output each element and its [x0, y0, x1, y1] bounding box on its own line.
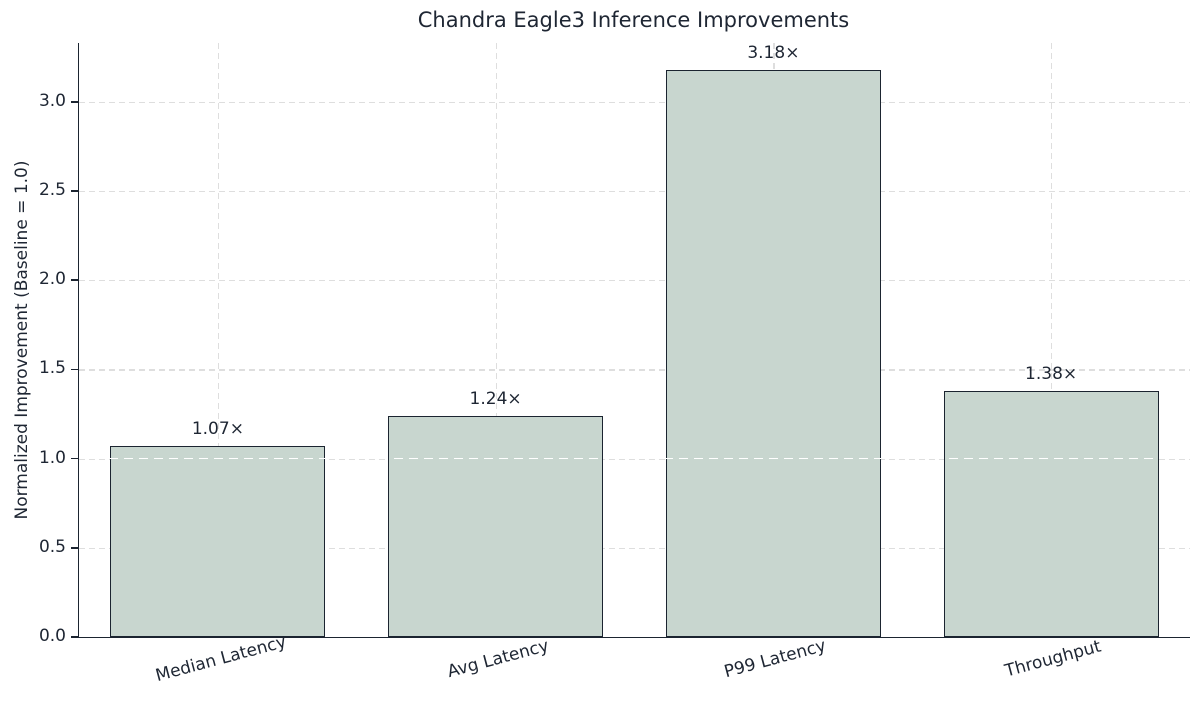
y-tick-label: 2.0: [38, 269, 66, 290]
x-tick-label: Avg Latency: [444, 635, 551, 683]
y-tick-label: 0.5: [38, 536, 66, 557]
y-gridline: [79, 280, 1190, 282]
x-gridline: [1051, 43, 1053, 637]
y-tick-label: 0.0: [38, 626, 66, 646]
x-tick-label: Throughput: [1002, 636, 1104, 682]
bar-value-label: 1.38×: [1025, 363, 1078, 384]
bar-p99-latency: [665, 69, 881, 637]
y-tick-label: 2.5: [38, 180, 66, 201]
bar-value-label: 3.18×: [747, 42, 800, 63]
bar-median-latency: [110, 446, 326, 637]
y-tick-label: 3.0: [38, 90, 66, 111]
y-tick-mark: [71, 190, 78, 192]
y-tick-mark: [71, 368, 78, 371]
y-gridline: [79, 369, 1190, 371]
x-gridline: [495, 43, 497, 637]
y-tick-mark: [71, 101, 78, 103]
y-gridline: [79, 547, 1190, 550]
y-gridline: [79, 191, 1190, 193]
x-gridline: [217, 43, 220, 637]
bar-value-label: 1.07×: [191, 419, 244, 440]
y-tick-mark: [71, 636, 78, 638]
y-tick-label: 1.5: [38, 358, 66, 379]
bar-throughput: [943, 390, 1159, 637]
bar-value-label: 1.24×: [469, 388, 522, 409]
baseline-line: [79, 457, 1190, 460]
y-tick-label: 1.0: [38, 447, 66, 468]
plot-area: 1.07× 1.24× 3.18× 1.38×: [78, 43, 1190, 638]
x-tick-label: Median Latency: [153, 631, 289, 687]
y-tick-mark: [71, 547, 78, 549]
x-tick-label: P99 Latency: [722, 635, 829, 683]
bar-avg-latency: [388, 415, 604, 637]
y-tick-mark: [71, 279, 78, 281]
chart-title: Chandra Eagle3 Inference Improvements: [417, 8, 850, 32]
y-tick-mark: [71, 457, 78, 460]
y-gridline: [79, 101, 1190, 104]
